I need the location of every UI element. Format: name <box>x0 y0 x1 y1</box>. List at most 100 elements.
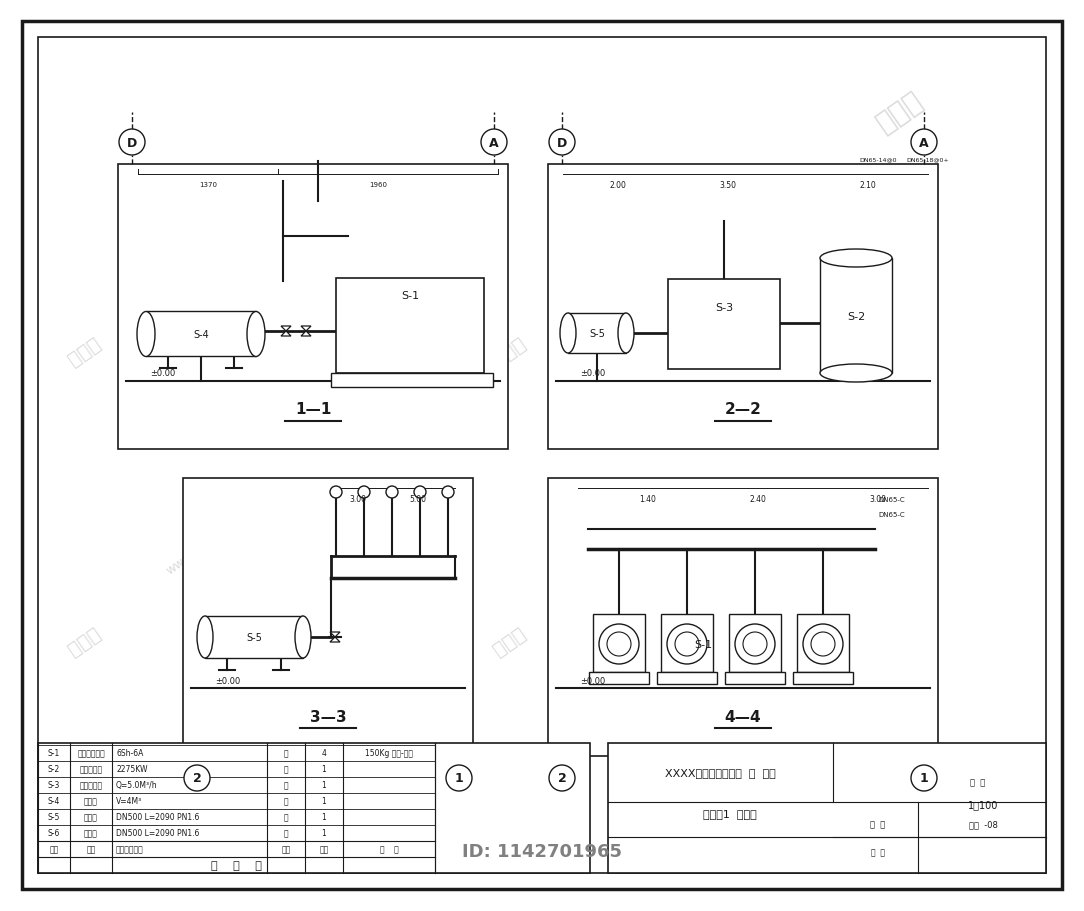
Text: 3—3: 3—3 <box>310 709 346 723</box>
Text: 2.10: 2.10 <box>860 180 876 189</box>
Text: 台: 台 <box>284 813 288 822</box>
Text: 图  号: 图 号 <box>870 819 886 828</box>
Text: 知末网: 知末网 <box>490 333 530 370</box>
Circle shape <box>607 632 631 656</box>
Text: 图  号: 图 号 <box>872 848 885 856</box>
Text: 备    注: 备 注 <box>379 844 399 854</box>
Text: 全程换热器: 全程换热器 <box>79 781 103 790</box>
Text: 150Kg 三相-局用: 150Kg 三相-局用 <box>365 749 413 758</box>
Text: D: D <box>557 137 567 149</box>
Circle shape <box>911 130 937 156</box>
Text: 3.50: 3.50 <box>720 180 736 189</box>
Bar <box>331 374 493 387</box>
Text: 台: 台 <box>284 749 288 758</box>
Text: www.znzmo.com: www.znzmo.com <box>183 217 276 287</box>
Text: ±0.00: ±0.00 <box>150 369 176 378</box>
Text: S-3: S-3 <box>715 302 733 312</box>
Text: S-2: S-2 <box>48 764 60 773</box>
Circle shape <box>675 632 699 656</box>
Ellipse shape <box>137 312 155 357</box>
Text: 4—4: 4—4 <box>725 709 761 723</box>
Text: S-4: S-4 <box>193 330 209 340</box>
Text: 数量: 数量 <box>320 844 328 854</box>
Text: 5.00: 5.00 <box>410 494 426 503</box>
Ellipse shape <box>197 617 212 659</box>
Text: A: A <box>489 137 499 149</box>
Text: 序号: 序号 <box>50 844 59 854</box>
Bar <box>146 312 256 356</box>
Text: 台: 台 <box>284 796 288 805</box>
Text: 1: 1 <box>322 796 326 805</box>
Bar <box>183 478 473 756</box>
Ellipse shape <box>560 313 576 353</box>
Text: www.znzmo.com: www.znzmo.com <box>614 507 707 577</box>
Text: S-3: S-3 <box>48 781 61 790</box>
Circle shape <box>667 624 707 664</box>
Text: 空气罐: 空气罐 <box>85 813 98 822</box>
Circle shape <box>358 486 370 498</box>
Text: DN500 L=2090 PN1.6: DN500 L=2090 PN1.6 <box>116 813 199 822</box>
Circle shape <box>184 765 210 791</box>
Circle shape <box>549 765 575 791</box>
Text: S-6: S-6 <box>48 829 61 837</box>
Text: 制冷奇组机组: 制冷奇组机组 <box>77 749 105 758</box>
Bar <box>549 478 938 756</box>
Text: DN65-C: DN65-C <box>878 511 905 517</box>
Text: ±0.00: ±0.00 <box>580 369 605 378</box>
Text: D: D <box>127 137 137 149</box>
Text: 知末网: 知末网 <box>65 623 105 660</box>
Bar <box>661 614 713 672</box>
Text: 1.40: 1.40 <box>640 494 657 503</box>
Polygon shape <box>281 327 291 337</box>
Bar <box>118 165 508 449</box>
Text: 2.00: 2.00 <box>609 180 627 189</box>
Circle shape <box>743 632 767 656</box>
Text: 2: 2 <box>193 772 202 784</box>
Circle shape <box>911 765 937 791</box>
Text: 4: 4 <box>322 749 326 758</box>
Text: S-1: S-1 <box>694 640 712 650</box>
Text: 3.00: 3.00 <box>349 494 366 503</box>
Text: S-5: S-5 <box>589 329 605 339</box>
Text: 6Sh-6A: 6Sh-6A <box>116 749 143 758</box>
Text: 1: 1 <box>322 813 326 822</box>
Bar <box>336 279 483 374</box>
Text: www.znzmo.com: www.znzmo.com <box>633 217 726 287</box>
Text: 知末网: 知末网 <box>490 623 530 660</box>
Bar <box>730 614 780 672</box>
Text: 知末网: 知末网 <box>872 87 929 138</box>
Text: V=4M³: V=4M³ <box>116 796 142 805</box>
Text: 1960: 1960 <box>369 182 387 188</box>
Text: 设    备    表: 设 备 表 <box>210 860 261 870</box>
Text: 1: 1 <box>322 829 326 837</box>
Ellipse shape <box>820 250 892 268</box>
Circle shape <box>414 486 426 498</box>
Text: 1370: 1370 <box>199 182 217 188</box>
Text: 代号: 代号 <box>87 844 95 854</box>
Bar <box>38 743 590 873</box>
Circle shape <box>735 624 775 664</box>
Circle shape <box>446 765 472 791</box>
Circle shape <box>803 624 843 664</box>
Bar <box>668 280 780 370</box>
Text: 1: 1 <box>454 772 463 784</box>
Text: DN65-18@0+: DN65-18@0+ <box>906 158 950 162</box>
Circle shape <box>549 130 575 156</box>
Text: DN65-C: DN65-C <box>878 496 905 503</box>
Text: 换热站1  剪面图: 换热站1 剪面图 <box>704 808 757 818</box>
Polygon shape <box>301 327 311 337</box>
Text: 流量测量仳: 流量测量仳 <box>79 764 103 773</box>
Text: 知末网: 知末网 <box>65 333 105 370</box>
Text: 单位: 单位 <box>282 844 291 854</box>
Text: S-5: S-5 <box>246 632 262 642</box>
Ellipse shape <box>295 617 311 659</box>
Ellipse shape <box>247 312 264 357</box>
Text: 2.40: 2.40 <box>749 494 766 503</box>
Bar <box>568 313 625 353</box>
Text: 1: 1 <box>919 772 928 784</box>
Circle shape <box>330 486 341 498</box>
Text: XXXX供热外网及换热  工  设计: XXXX供热外网及换热 工 设计 <box>664 767 775 777</box>
Text: 图号  -08: 图号 -08 <box>969 819 997 828</box>
Text: DN65-14@0: DN65-14@0 <box>860 158 896 162</box>
Text: DN500 L=2090 PN1.6: DN500 L=2090 PN1.6 <box>116 829 199 837</box>
